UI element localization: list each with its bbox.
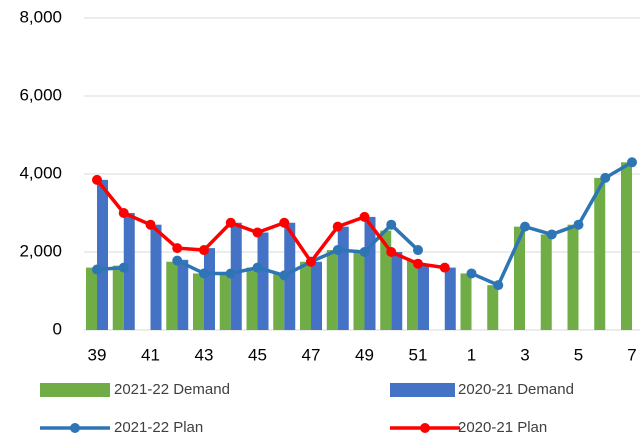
bar bbox=[487, 285, 499, 330]
bar bbox=[97, 179, 108, 330]
y-tick-label: 6,000 bbox=[19, 85, 62, 104]
bar bbox=[150, 224, 162, 330]
line-marker bbox=[359, 211, 370, 222]
line-marker bbox=[252, 227, 263, 238]
line bbox=[95, 178, 446, 270]
line-marker bbox=[359, 247, 370, 257]
line-marker bbox=[439, 262, 450, 273]
line-marker bbox=[279, 270, 290, 281]
legend-swatch bbox=[390, 383, 455, 397]
line-marker bbox=[520, 221, 530, 232]
line-marker bbox=[252, 262, 263, 273]
bar bbox=[204, 248, 215, 330]
x-tick-label: 7 bbox=[627, 345, 636, 364]
legend-marker bbox=[70, 423, 80, 433]
line-marker bbox=[225, 268, 236, 279]
bar bbox=[353, 252, 365, 330]
bar bbox=[540, 234, 552, 330]
line-marker bbox=[573, 219, 584, 230]
line-marker bbox=[172, 243, 183, 254]
bar bbox=[230, 222, 242, 330]
legend-label: 2020-21 Plan bbox=[458, 419, 547, 436]
x-tick-label: 41 bbox=[141, 345, 160, 364]
y-tick-label: 0 bbox=[53, 319, 62, 338]
bar bbox=[407, 259, 418, 330]
line-marker bbox=[413, 258, 423, 269]
line-marker bbox=[92, 264, 102, 275]
bar bbox=[380, 230, 392, 330]
bar bbox=[246, 267, 258, 330]
bar bbox=[86, 267, 97, 330]
line-marker bbox=[600, 172, 611, 183]
bar bbox=[391, 252, 403, 330]
legend-swatch bbox=[40, 383, 110, 397]
legend-label: 2020-21 Demand bbox=[458, 381, 574, 398]
bar bbox=[177, 259, 189, 330]
line-marker bbox=[627, 157, 637, 168]
line-marker bbox=[466, 268, 477, 279]
legend-label: 2021-22 Plan bbox=[114, 419, 203, 436]
x-tick-label: 49 bbox=[355, 345, 374, 364]
bar bbox=[514, 226, 525, 330]
bar bbox=[311, 261, 322, 330]
bar bbox=[273, 273, 285, 330]
bar bbox=[460, 273, 472, 330]
bar bbox=[284, 222, 296, 330]
bar bbox=[326, 250, 338, 330]
bar bbox=[621, 162, 632, 330]
y-tick-label: 8,000 bbox=[19, 7, 62, 26]
bar bbox=[123, 213, 135, 330]
line-marker bbox=[145, 219, 156, 230]
bar bbox=[166, 261, 178, 330]
bar bbox=[257, 232, 269, 330]
line-marker bbox=[413, 245, 423, 256]
line-marker bbox=[386, 219, 397, 230]
line-marker bbox=[493, 280, 504, 291]
bar bbox=[300, 261, 311, 330]
line-marker bbox=[118, 262, 129, 273]
line-marker bbox=[332, 245, 343, 256]
bar bbox=[112, 265, 124, 330]
line-marker bbox=[199, 245, 209, 256]
line-marker bbox=[279, 217, 290, 228]
line-marker bbox=[172, 255, 183, 266]
x-tick-label: 39 bbox=[88, 345, 107, 364]
bar bbox=[444, 267, 456, 330]
line-marker bbox=[332, 221, 343, 232]
line-marker bbox=[118, 208, 129, 218]
line-marker bbox=[92, 174, 102, 185]
y-tick-label: 4,000 bbox=[19, 163, 62, 182]
bar bbox=[337, 226, 349, 330]
x-tick-label: 1 bbox=[467, 345, 476, 364]
line-marker bbox=[546, 229, 557, 240]
bar bbox=[219, 273, 231, 330]
bar bbox=[364, 216, 376, 330]
bar bbox=[594, 177, 606, 330]
bar bbox=[567, 224, 579, 330]
bar bbox=[193, 273, 204, 330]
line-marker bbox=[306, 256, 316, 267]
x-tick-label: 51 bbox=[409, 345, 428, 364]
y-tick-label: 2,000 bbox=[19, 241, 62, 260]
legend-label: 2021-22 Demand bbox=[114, 381, 230, 398]
line-marker bbox=[386, 247, 397, 257]
x-tick-label: 47 bbox=[302, 345, 321, 364]
line-marker bbox=[225, 217, 236, 228]
x-tick-label: 5 bbox=[574, 345, 583, 364]
x-tick-label: 3 bbox=[520, 345, 529, 364]
x-tick-label: 45 bbox=[248, 345, 267, 364]
line-marker bbox=[199, 268, 209, 279]
x-tick-label: 43 bbox=[195, 345, 214, 364]
bar bbox=[418, 263, 429, 330]
legend-marker bbox=[420, 423, 430, 433]
